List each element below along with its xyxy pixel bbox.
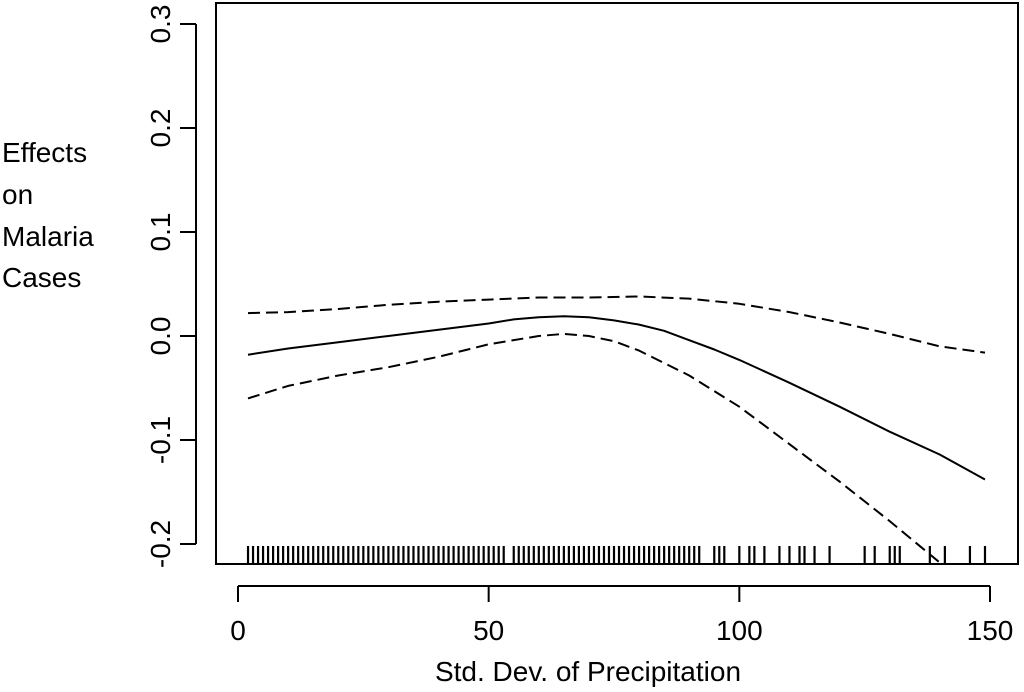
x-axis-label: Std. Dev. of Precipitation	[435, 656, 741, 687]
y-axis-label-line: Effects	[2, 137, 87, 168]
y-tick-label: -0.2	[145, 520, 176, 568]
y-axis-label: Effects on Malaria Cases	[2, 137, 94, 293]
plot-frame	[215, 2, 1019, 565]
series-layer	[247, 295, 986, 564]
y-tick-label: 0.0	[145, 317, 176, 356]
y-axis-label-line: on	[2, 179, 33, 210]
y-tick-label: -0.1	[145, 416, 176, 464]
x-axis: 0 50 100 150	[230, 585, 1014, 646]
x-tick-label: 50	[473, 615, 504, 646]
lower-line	[247, 332, 941, 564]
upper-line	[247, 295, 986, 354]
y-axis: -0.2 -0.1 0.0 0.1 0.2 0.3	[145, 5, 197, 568]
x-tick-label: 150	[967, 615, 1014, 646]
rug	[246, 546, 987, 564]
estimate-line	[247, 315, 986, 481]
y-tick-label: 0.2	[145, 109, 176, 148]
y-tick-label: 0.3	[145, 5, 176, 44]
y-axis-label-line: Cases	[2, 262, 81, 293]
x-tick-label: 0	[230, 615, 246, 646]
x-tick-label: 100	[716, 615, 763, 646]
y-tick-label: 0.1	[145, 213, 176, 252]
y-axis-label-line: Malaria	[2, 221, 94, 252]
